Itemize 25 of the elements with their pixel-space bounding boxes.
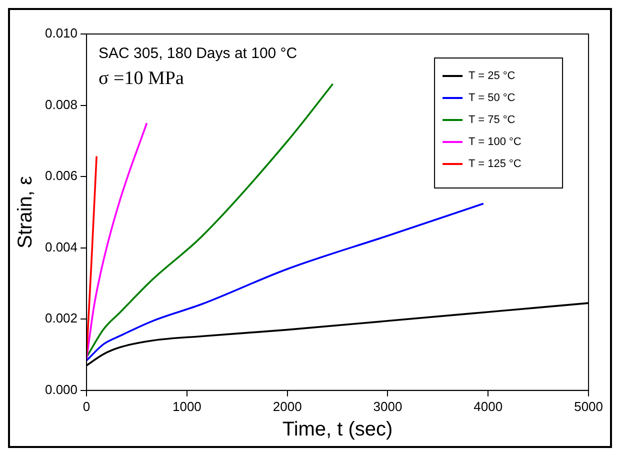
x-tick-label: 5000 (574, 398, 603, 414)
y-tick-label: 0.004 (44, 239, 78, 254)
y-axis-title: Strain, ε (14, 176, 37, 248)
x-tick-label: 1000 (172, 398, 202, 414)
y-tick-label: 0.008 (44, 96, 78, 112)
x-axis-title: Time, t (sec) (282, 418, 393, 441)
line-series (86, 122, 148, 360)
legend-label: T = 75 °C (468, 114, 516, 126)
x-tick-label: 0 (82, 398, 90, 414)
x-tick-label: 4000 (474, 398, 503, 414)
y-tick-label: 0.002 (44, 310, 78, 326)
y-tick-label: 0.010 (44, 26, 78, 41)
y-tick-label: 0.000 (44, 382, 78, 397)
line-series (86, 202, 484, 362)
legend-label: T = 100 °C (468, 136, 522, 148)
legend-label: T = 125 °C (468, 158, 522, 170)
x-tick-label: 2000 (272, 398, 302, 414)
annotation: SAC 305, 180 Days at 100 °C (98, 45, 298, 62)
legend-label: T = 50 °C (468, 92, 516, 104)
legend-label: T = 25 °C (468, 70, 516, 82)
annotation: σ =10 MPa (98, 68, 184, 89)
line-series (86, 82, 334, 358)
y-tick-label: 0.006 (44, 168, 78, 184)
line-series (86, 302, 589, 366)
x-tick-label: 3000 (373, 398, 402, 414)
